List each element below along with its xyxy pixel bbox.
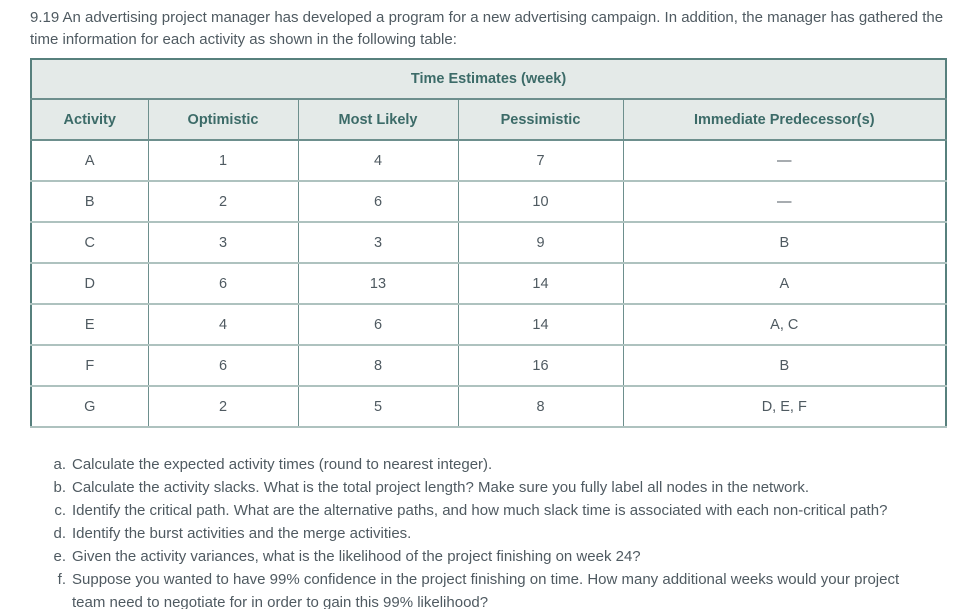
most-likely-cell: 4	[297, 139, 459, 182]
table-row: D 6 13 14 A	[30, 262, 947, 305]
most-likely-cell: 5	[297, 385, 459, 428]
table-row: F 6 8 16 B	[30, 344, 947, 387]
question-marker: d.	[53, 525, 66, 542]
table-title-row: Time Estimates (week)	[31, 59, 947, 100]
optimistic-cell: 3	[147, 221, 299, 264]
predecessors-cell: B	[622, 344, 947, 387]
activity-cell: A	[30, 139, 149, 182]
optimistic-cell: 2	[147, 180, 299, 223]
col-header-optimistic: Optimistic	[147, 99, 299, 141]
most-likely-cell: 8	[297, 344, 459, 387]
question-text: Calculate the activity slacks. What is t…	[72, 479, 810, 496]
question-text: Calculate the expected activity times (r…	[72, 456, 493, 473]
question-marker: c.	[54, 502, 66, 519]
question-text: Given the activity variances, what is th…	[72, 548, 641, 565]
question-marker: e.	[53, 548, 66, 565]
table-title: Time Estimates (week)	[31, 59, 947, 100]
table-row: A 1 4 7—	[30, 139, 947, 182]
predecessors-cell: —	[622, 139, 947, 182]
question-item: f. Suppose you wanted to have 99% confide…	[30, 568, 945, 609]
question-marker: a.	[53, 456, 66, 473]
col-header-pessimistic: Pessimistic	[457, 99, 624, 141]
col-header-most-likely: Most Likely	[297, 99, 459, 141]
pessimistic-cell: 14	[457, 262, 624, 305]
pessimistic-cell: 14	[457, 303, 624, 346]
table-row: E 4 6 14 A, C	[30, 303, 947, 346]
question-text: Identify the critical path. What are the…	[72, 502, 888, 519]
problem-statement: 9.19 An advertising project manager has …	[30, 9, 944, 48]
question-text: Identify the burst activities and the me…	[72, 525, 412, 542]
question-marker: f.	[57, 571, 66, 588]
col-header-activity: Activity	[30, 99, 149, 141]
predecessors-cell: A	[622, 262, 947, 305]
question-list: a. Calculate the expected activity times …	[30, 453, 945, 609]
activity-cell: C	[30, 221, 149, 264]
pessimistic-cell: 10	[457, 180, 624, 223]
table-row: B 2 6 10—	[30, 180, 947, 223]
optimistic-cell: 2	[147, 385, 299, 428]
most-likely-cell: 13	[297, 262, 459, 305]
activity-cell: B	[30, 180, 149, 223]
predecessors-cell: B	[622, 221, 947, 264]
time-estimates-table: Time Estimates (week) Activity Optimisti…	[30, 58, 948, 428]
table-row: G 2 5 8 D, E, F	[30, 385, 947, 428]
optimistic-cell: 4	[147, 303, 299, 346]
most-likely-cell: 3	[297, 221, 459, 264]
activity-cell: G	[30, 385, 149, 428]
activity-cell: D	[30, 262, 149, 305]
optimistic-cell: 1	[147, 139, 299, 182]
predecessors-cell: D, E, F	[622, 385, 947, 428]
predecessors-cell: —	[622, 180, 947, 223]
activity-cell: E	[30, 303, 149, 346]
most-likely-cell: 6	[297, 180, 459, 223]
question-text: Suppose you wanted to have 99% confidenc…	[72, 571, 900, 609]
pessimistic-cell: 7	[457, 139, 624, 182]
activity-table-body: A 1 4 7— B 2 6 10— C 3 3 9 B D 6 13 14 A E 4 6 14 A, C F 6 8 16 B G 2…	[30, 139, 947, 428]
question-marker: b.	[53, 479, 66, 496]
optimistic-cell: 6	[147, 262, 299, 305]
most-likely-cell: 6	[297, 303, 459, 346]
question-item: d. Identify the burst activities and the …	[30, 522, 945, 545]
pessimistic-cell: 9	[457, 221, 624, 264]
table-header-row: Activity Optimistic Most Likely Pessimis…	[30, 99, 947, 141]
question-item: b. Calculate the activity slacks. What is…	[30, 476, 945, 499]
predecessors-cell: A, C	[622, 303, 947, 346]
question-item: c. Identify the critical path. What are t…	[30, 499, 945, 522]
question-item: e. Given the activity variances, what is …	[30, 545, 945, 568]
col-header-predecessors: Immediate Predecessor(s)	[622, 99, 947, 141]
optimistic-cell: 6	[147, 344, 299, 387]
activity-cell: F	[30, 344, 149, 387]
pessimistic-cell: 8	[457, 385, 624, 428]
question-item: a. Calculate the expected activity times …	[30, 453, 945, 476]
pessimistic-cell: 16	[457, 344, 624, 387]
